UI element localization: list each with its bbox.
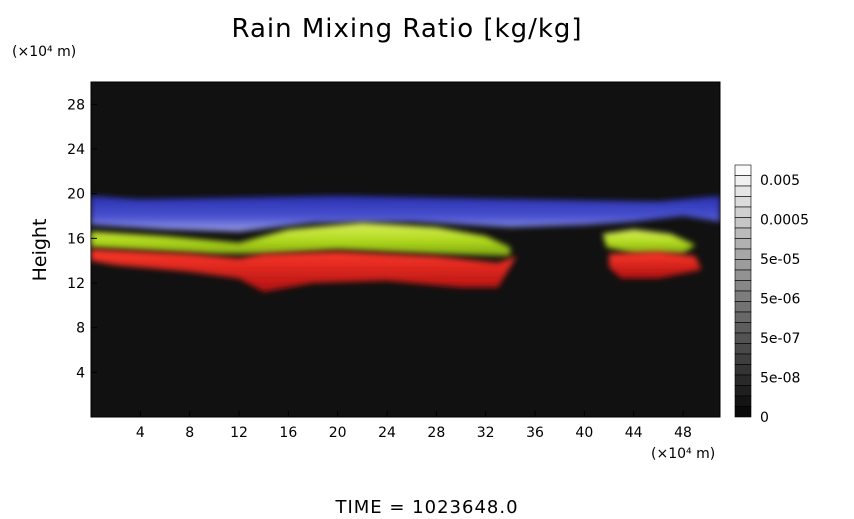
colorbar-label: 5e-07 xyxy=(760,331,800,347)
lower-band xyxy=(91,249,517,292)
y-tick-label: 4 xyxy=(76,365,85,381)
x-tick-label: 28 xyxy=(427,425,445,441)
y-axis-unit: (×10⁴ m) xyxy=(12,44,77,60)
colorbar-segment xyxy=(734,206,752,218)
colorbar-segment xyxy=(734,290,752,302)
middle-band xyxy=(91,222,511,257)
colorbar-label: 0.005 xyxy=(760,173,800,189)
colorbar-segment xyxy=(734,227,752,239)
x-tick-label: 12 xyxy=(230,425,248,441)
colorbar-segment xyxy=(734,259,752,271)
colorbar-segment xyxy=(734,332,752,344)
colorbar-label: 5e-08 xyxy=(760,371,800,387)
colorbar-label: 0.0005 xyxy=(760,213,809,229)
x-axis-unit: (×10⁴ m) xyxy=(651,446,716,462)
colorbar-segment xyxy=(734,385,752,397)
colorbar-segment xyxy=(734,185,752,197)
colorbar-segment xyxy=(734,175,752,187)
middle-band-right xyxy=(602,229,696,254)
colorbar-segment xyxy=(734,406,752,418)
colorbar-segment xyxy=(734,280,752,292)
colorbar-segment xyxy=(734,343,752,355)
x-tick-label: 4 xyxy=(136,425,145,441)
colorbar-segment xyxy=(734,217,752,229)
x-tick-label: 16 xyxy=(279,425,297,441)
x-tick-label: 8 xyxy=(185,425,194,441)
colorbar-segment xyxy=(734,322,752,334)
colorbar-label: 5e-05 xyxy=(760,252,800,268)
x-tick-label: 36 xyxy=(526,425,544,441)
x-tick-label: 32 xyxy=(477,425,495,441)
lower-band-right xyxy=(609,251,702,279)
colorbar-segment xyxy=(734,301,752,313)
x-tick-label: 24 xyxy=(378,425,396,441)
colorbar-segment xyxy=(734,164,752,176)
time-footer: TIME = 1023648.0 xyxy=(335,497,519,518)
colorbar-segment xyxy=(734,238,752,250)
colorbar-segment xyxy=(734,395,752,407)
colorbar-segment xyxy=(734,311,752,323)
colorbar-segment xyxy=(734,269,752,281)
x-tick-label: 40 xyxy=(575,425,593,441)
y-tick-label: 24 xyxy=(67,142,85,158)
colorbar-segment xyxy=(734,374,752,386)
y-tick-label: 16 xyxy=(67,231,85,247)
colorbar: 0.005 0.0005 5e-05 5e-06 5e-07 5e-08 0 xyxy=(734,164,809,426)
chart-title: Rain Mixing Ratio [kg/kg] xyxy=(231,14,583,44)
colorbar-label: 5e-06 xyxy=(760,292,800,308)
x-tick-label: 44 xyxy=(625,425,643,441)
y-tick-label: 12 xyxy=(67,276,85,292)
x-tick-label: 48 xyxy=(674,425,692,441)
upper-band xyxy=(91,195,720,232)
colorbar-segment xyxy=(734,196,752,208)
x-tick-label: 20 xyxy=(329,425,347,441)
y-tick-label: 20 xyxy=(67,187,85,203)
y-tick-label: 8 xyxy=(76,321,85,337)
colorbar-segment xyxy=(734,364,752,376)
y-tick-label: 28 xyxy=(67,97,85,113)
colorbar-segment xyxy=(734,353,752,365)
colorbar-segment xyxy=(734,248,752,260)
colorbar-label: 0 xyxy=(760,410,769,426)
